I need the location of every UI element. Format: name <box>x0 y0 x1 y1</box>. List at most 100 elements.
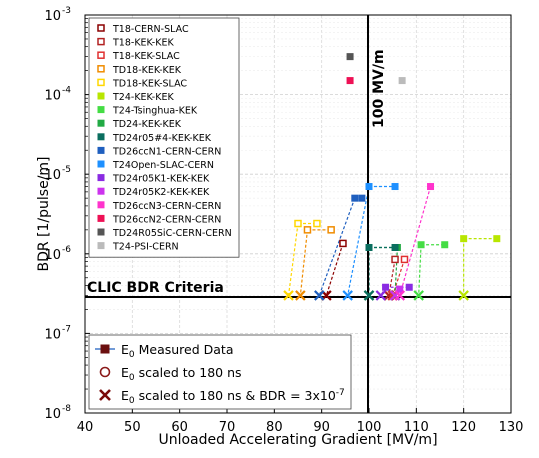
reference-lines: 100 MV/m CLIC BDR Criteria <box>85 15 511 413</box>
measured-point <box>398 77 406 85</box>
legend-swatch <box>97 106 105 114</box>
legend-entry-label: TD24r05#4-KEK-KEK <box>112 133 212 144</box>
measured-point <box>493 235 501 243</box>
plot-frame <box>84 14 512 414</box>
axes: 40 50 60 70 80 90 100 110 120 13010-810-710-610-5… <box>44 6 523 435</box>
y-tick-label: 10 <box>44 407 61 422</box>
y-tick-label: 10 <box>44 248 61 263</box>
x-tick-label: 70 <box>219 420 236 435</box>
series-drop-line <box>325 243 344 296</box>
final-point <box>314 290 325 301</box>
series-drop-line <box>287 223 299 296</box>
x-axis-label: Unloaded Accelerating Gradient [MV/m] <box>158 432 437 448</box>
y-tick-label: 10 <box>44 9 61 24</box>
horizontal-ref-label: CLIC BDR Criteria <box>87 280 224 296</box>
final-point <box>394 290 406 301</box>
final-point <box>363 290 375 301</box>
legend-entry-label: T24Open-SLAC-CERN <box>112 160 214 171</box>
scaled-point <box>400 255 409 264</box>
series-drop-line <box>388 259 396 296</box>
legend-swatch <box>97 146 105 154</box>
legend-entry-label: TD24R05SiC-CERN-CERN <box>112 228 232 239</box>
final-point <box>283 290 294 301</box>
legend-x <box>99 389 111 401</box>
legend-swatch <box>97 228 105 236</box>
series-legend-box <box>88 17 240 258</box>
scaled-point <box>294 219 302 228</box>
marker-legend: E0 Measured Data E0 scaled to 180 ns E0 sc… <box>88 334 352 410</box>
y-axis-label: BDR [1/pulse/m] <box>36 156 52 271</box>
y-tick-label-exponent: -8 <box>62 404 71 414</box>
legend-entry-label: T18-KEK-SLAC <box>112 51 180 62</box>
legend-entry-label: TD24r05K2-KEK-KEK <box>112 187 210 198</box>
scaled-point <box>391 255 399 264</box>
legend-entry-label: TD26ccN1-CERN-CERN <box>112 146 221 157</box>
measured-point <box>346 53 354 61</box>
y-tick-label: 10 <box>44 168 61 183</box>
marker-legend-label: E0 scaled to 180 ns & BDR = 3x10-7 <box>121 388 345 406</box>
legend-entry-label: TD26ccN2-CERN-CERN <box>112 214 221 225</box>
marker-legend-label: E0 Measured Data <box>121 342 234 360</box>
final-point <box>458 290 469 301</box>
measured-point <box>441 241 449 249</box>
legend-swatch <box>97 160 105 168</box>
scaled-point <box>327 226 335 234</box>
legend-swatch <box>97 92 105 100</box>
legend-square <box>100 344 110 354</box>
y-tick-label-exponent: -3 <box>62 6 71 16</box>
y-tick-label: 10 <box>44 327 61 342</box>
measured-point <box>382 283 390 291</box>
x-tick-label: 50 <box>124 420 141 435</box>
legend-swatch <box>97 133 105 141</box>
series-drop-line <box>347 186 370 296</box>
legend-circle <box>99 366 111 378</box>
measured-point <box>365 183 373 191</box>
measured-point <box>358 194 366 202</box>
series-drop-line <box>418 244 422 296</box>
final-point <box>413 290 424 301</box>
scaled-point <box>339 239 347 248</box>
y-tick-label-exponent: -7 <box>62 324 71 334</box>
x-tick-label: 40 <box>77 420 94 435</box>
measured-point <box>460 235 468 243</box>
legend-swatch <box>97 201 105 209</box>
x-tick-label: 60 <box>171 420 188 435</box>
series-drop-line <box>299 229 309 296</box>
legend-entry-label: TD26ccN3-CERN-CERN <box>112 201 221 212</box>
measured-point <box>391 243 399 251</box>
legend-entry-label: TD18-KEK-KEK <box>112 65 182 76</box>
y-tick-label-exponent: -4 <box>62 86 71 96</box>
scaled-point <box>313 219 321 228</box>
final-point <box>295 290 306 301</box>
measured-point <box>427 183 435 191</box>
scaled-point <box>303 226 312 234</box>
legend-entry-label: T24-PSI-CERN <box>112 242 179 253</box>
x-tick-label: 110 <box>404 420 429 435</box>
legend-swatch <box>97 37 105 46</box>
measured-point <box>417 241 425 249</box>
y-tick-label: 10 <box>44 89 61 104</box>
legend-entry-label: TD18-KEK-SLAC <box>112 78 187 89</box>
marker-legend-box <box>88 334 352 410</box>
legend-entry-label: T18-CERN-SLAC <box>112 24 189 35</box>
legend-entry-label: TD24r05K1-KEK-KEK <box>112 174 210 185</box>
measured-point <box>405 283 413 291</box>
marker-legend-label: E0 scaled to 180 ns <box>121 365 242 383</box>
x-tick-label: 120 <box>451 420 476 435</box>
legend-entry-label: T18-KEK-KEK <box>112 38 174 49</box>
x-tick-label: 100 <box>357 420 382 435</box>
series-legend: T18-CERN-SLAC T18-KEK-KEK T18-KEK-SLAC TD18… <box>88 17 240 258</box>
legend-swatch <box>97 187 105 195</box>
measured-point <box>351 194 359 202</box>
series-drop-line <box>318 197 356 296</box>
measured-point <box>365 243 373 251</box>
y-tick-label-exponent: -5 <box>62 165 71 175</box>
legend-swatch <box>97 242 105 250</box>
legend-swatch <box>97 24 105 32</box>
y-tick-label-exponent: -6 <box>62 245 71 255</box>
legend-swatch <box>97 214 105 222</box>
measured-point <box>346 77 354 85</box>
grid <box>85 15 511 413</box>
measured-point <box>391 183 399 191</box>
